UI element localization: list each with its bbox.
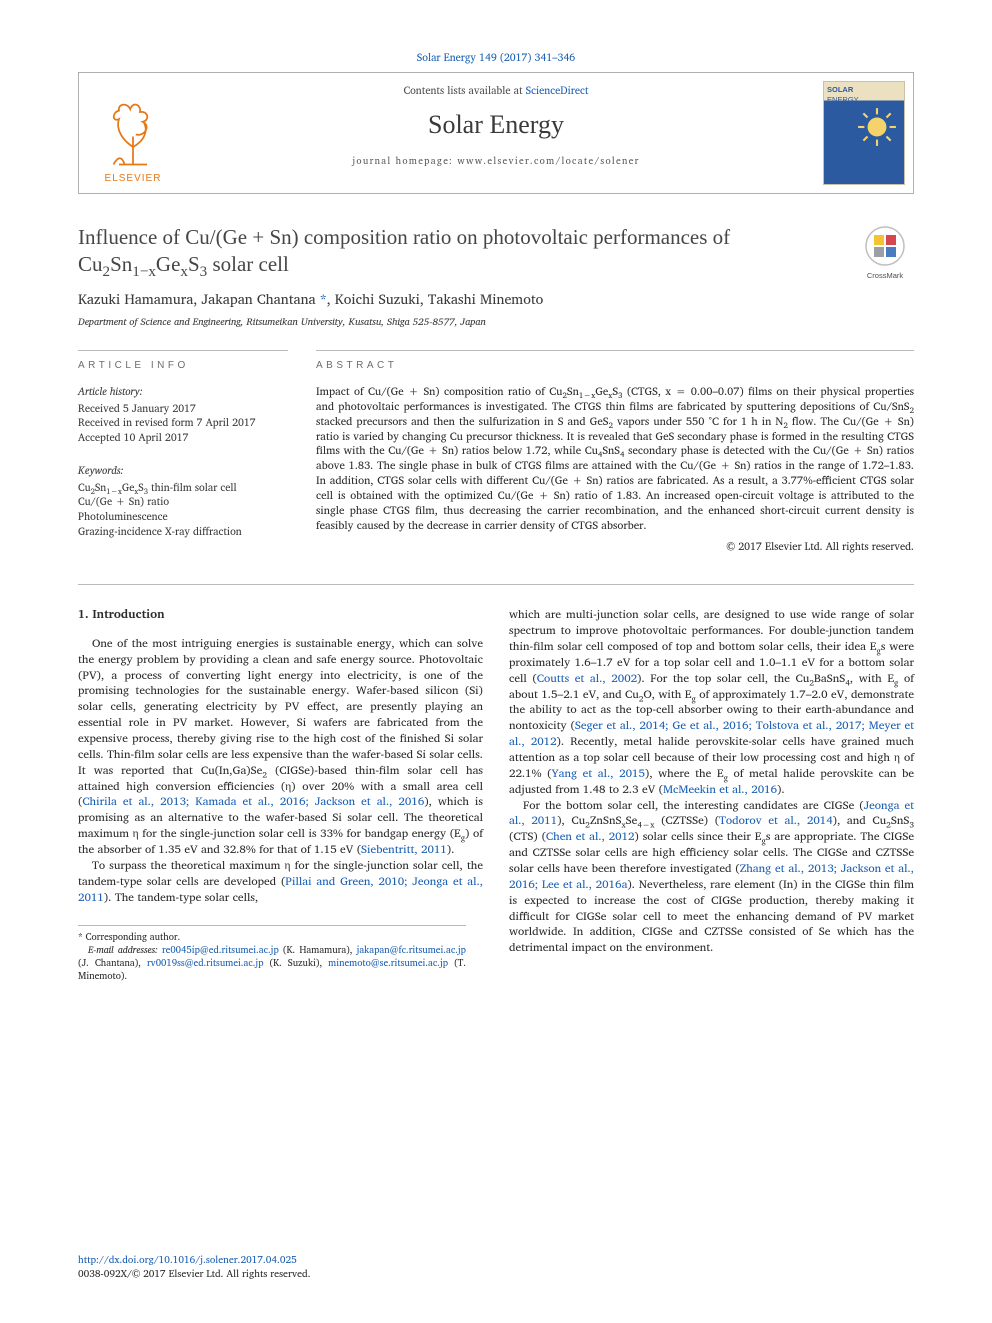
abstract-text: Impact of Cu/(Ge + Sn) composition ratio… [316,384,914,532]
footnotes: * Corresponding author. E-mail addresses… [78,925,466,983]
sun-icon [856,106,898,148]
ref-link[interactable]: Seger et al., 2014; Ge et al., 2016; Tol… [509,716,914,751]
abstract-copyright: © 2017 Elsevier Ltd. All rights reserved… [316,539,914,553]
section-divider [78,584,914,585]
article-history: Article history: Received 5 January 2017… [78,384,288,445]
ref-link[interactable]: Chirila et al., 2013; Kamada et al., 201… [82,792,424,811]
abstract-heading: ABSTRACT [316,350,914,373]
email-link[interactable]: minemoto@se.ritsumei.ac.jp [328,956,448,971]
contents-line: Contents lists available at ScienceDirec… [189,83,803,97]
ref-link[interactable]: Yang et al., 2015 [551,764,645,783]
elsevier-tree-icon [98,98,168,168]
cover-title-2: ENERGY [827,95,901,105]
citation-link[interactable]: Solar Energy 149 (2017) 341–346 [417,48,575,66]
citation-line: Solar Energy 149 (2017) 341–346 [78,50,914,64]
journal-cover-thumb[interactable]: SOLAR ENERGY [823,81,905,185]
body-paragraph: which are multi-junction solar cells, ar… [509,607,914,797]
ref-link[interactable]: Chen et al., 2012 [546,827,635,846]
crossmark-badge[interactable]: CrossMark [856,226,914,281]
crossmark-icon [865,226,905,266]
cover-title-1: SOLAR [827,85,901,95]
body-columns: 1. Introduction One of the most intrigui… [78,607,914,983]
ref-link[interactable]: Zhang et al., 2013; Jackson et al., 2016… [509,859,914,894]
journal-name: Solar Energy [189,107,803,142]
authors-line: Kazuki Hamamura, Jakapan Chantana *, Koi… [78,291,914,310]
journal-homepage: journal homepage: www.elsevier.com/locat… [189,156,803,169]
journal-header: ELSEVIER Contents lists available at Sci… [78,72,914,194]
issn-copyright: 0038-092X/© 2017 Elsevier Ltd. All right… [78,1266,311,1282]
corr-author-link[interactable]: * [320,288,327,311]
body-paragraph: To surpass the theoretical maximum η for… [78,858,483,906]
sciencedirect-link[interactable]: ScienceDirect [526,81,589,99]
page-footer: http://dx.doi.org/10.1016/j.solener.2017… [78,1253,914,1281]
affiliation: Department of Science and Engineering, R… [78,316,914,330]
keywords-block: Keywords: Cu2Sn1−xGexS3 thin-film solar … [78,463,288,538]
article-info-heading: ARTICLE INFO [78,350,288,373]
ref-link[interactable]: Jeonga et al., 2011 [509,796,914,831]
article-title: Influence of Cu/(Ge + Sn) composition ra… [78,224,836,279]
ref-link[interactable]: Todorov et al., 2014 [719,811,833,830]
body-paragraph: For the bottom solar cell, the interesti… [509,798,914,957]
intro-heading: 1. Introduction [78,607,483,624]
publisher-logo[interactable]: ELSEVIER [87,81,179,185]
crossmark-label: CrossMark [856,271,914,281]
email-link[interactable]: rv0019ss@ed.ritsumei.ac.jp [147,956,264,971]
publisher-name: ELSEVIER [105,172,162,186]
ref-link[interactable]: Pillai and Green, 2010; Jeonga et al., 2… [78,872,483,907]
body-paragraph: One of the most intriguing energies is s… [78,636,483,858]
ref-link[interactable]: Coutts et al., 2002 [537,669,637,688]
